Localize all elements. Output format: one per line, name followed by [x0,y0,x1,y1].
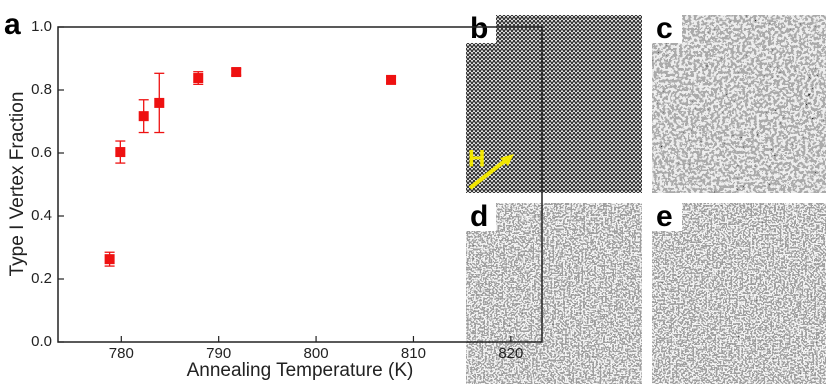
plot-frame [57,26,543,343]
image-b [466,15,642,193]
x-tick-label: 800 [304,345,329,362]
field-label: H [468,145,485,172]
field-arrow-head [500,154,514,166]
panel-label: c [656,12,673,45]
panel-label: e [656,200,673,233]
x-tick-label: 810 [401,345,426,362]
label-box [466,203,496,231]
y-tick-label: 0.2 [31,270,52,287]
point [193,73,204,84]
x-tick-label: 820 [498,345,523,362]
point [154,97,165,108]
image-e [652,203,826,384]
point [138,111,149,122]
y-tick-label: 0.4 [31,207,52,224]
panel-label: b [470,12,488,45]
image-c [652,15,826,193]
x-tick-label: 790 [206,345,231,362]
image-d [466,203,642,384]
y-axis-title: Type I Vertex Fraction [7,92,28,277]
point [104,254,115,265]
panel-label: d [470,200,488,233]
x-axis-title: Annealing Temperature (K) [187,360,414,381]
point [115,147,126,158]
panel-label: a [4,8,21,41]
y-tick-label: 0.8 [31,81,52,98]
x-tick-label: 780 [109,345,134,362]
y-tick-label: 0.6 [31,144,52,161]
point [231,67,242,78]
y-tick-label: 0.0 [31,333,52,350]
label-box [652,203,682,231]
y-tick-label: 1.0 [31,18,52,35]
label-box [652,15,682,43]
label-box [466,15,496,43]
field-arrow [468,155,512,190]
point [386,74,397,85]
